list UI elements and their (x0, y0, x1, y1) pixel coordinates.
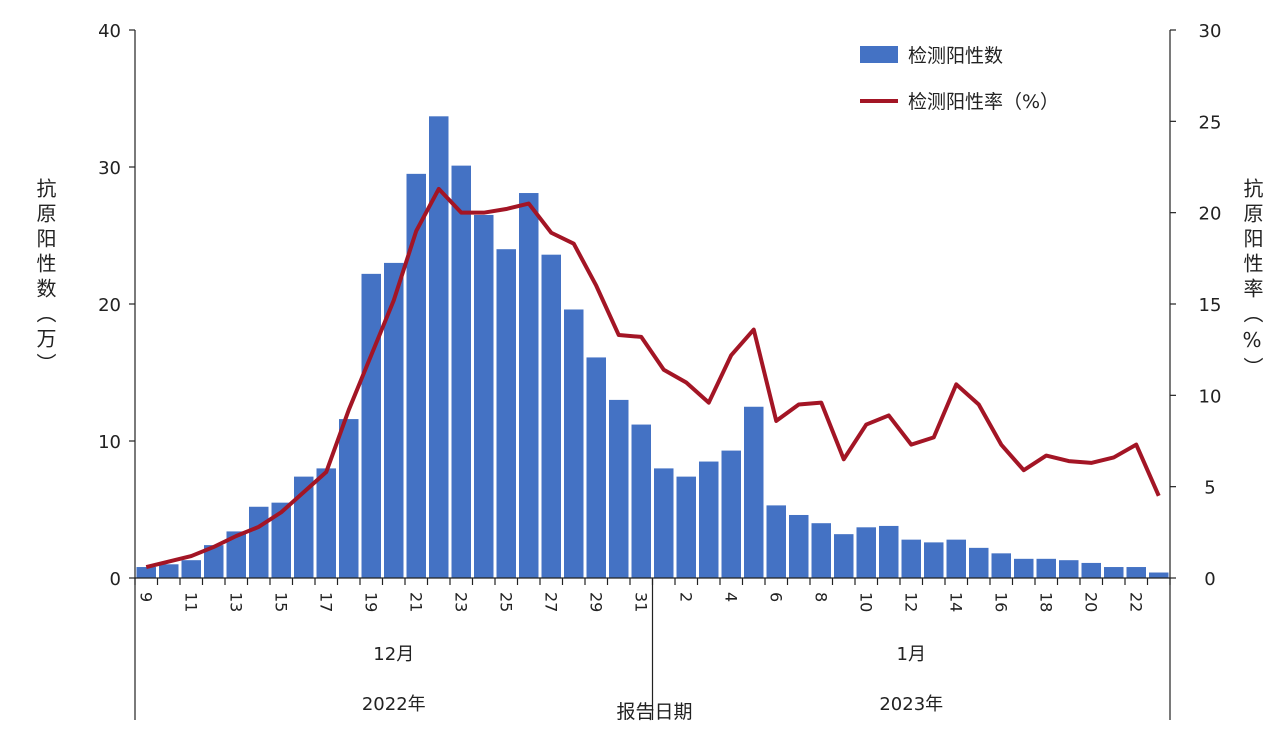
bar-12-20 (384, 262, 404, 578)
bar-01-19 (1059, 560, 1079, 578)
bar-01-10 (856, 527, 876, 578)
x-tick-label: 17 (316, 592, 335, 612)
bar-12-29 (586, 357, 606, 578)
bar-01-14 (946, 539, 966, 578)
labels: 9 11 13 15 17 19 21 23 25 27 29 31 2 4 6 8 10 12 14 16 18 20 2… (98, 21, 1221, 723)
y-right-tick-label: 20 (1199, 204, 1222, 225)
bar-01-01 (654, 468, 674, 578)
x-tick-label: 11 (181, 592, 200, 612)
bars (136, 116, 1169, 578)
bar-12-14 (249, 506, 269, 578)
x-tick-label: 13 (226, 592, 245, 612)
bar-01-07 (789, 514, 809, 578)
x-tick-label: 20 (1081, 592, 1100, 612)
x-tick-label: 9 (136, 592, 155, 602)
y-right-tick-label: 25 (1199, 112, 1222, 133)
bar-12-13 (226, 531, 246, 578)
bar-01-23 (1149, 572, 1169, 578)
bar-01-13 (924, 542, 944, 578)
y-right-tick-label: 15 (1199, 295, 1222, 316)
bar-01-09 (834, 534, 854, 578)
x-tick-label: 29 (586, 592, 605, 612)
y-left-tick-label: 10 (98, 432, 121, 453)
x-tick-label: 22 (1126, 592, 1145, 612)
bar-01-06 (766, 505, 786, 578)
bar-12-11 (181, 560, 201, 578)
x-tick-label: 6 (766, 592, 785, 602)
bar-01-20 (1081, 562, 1101, 578)
axes (129, 29, 1176, 720)
bar-01-21 (1104, 567, 1124, 578)
bar-12-15 (271, 502, 291, 578)
bar-01-11 (879, 525, 899, 578)
x-tick-label: 2 (676, 592, 695, 602)
bar-01-05 (744, 406, 764, 578)
bar-01-17 (1014, 558, 1034, 578)
legend-line-label: 检测阳性率（%） (908, 91, 1059, 113)
bar-01-04 (721, 450, 741, 578)
legend: 检测阳性数 检测阳性率（%） (860, 45, 1059, 113)
bar-12-18 (339, 419, 359, 578)
bar-12-24 (474, 214, 494, 578)
bar-12-31 (631, 424, 651, 578)
bar-12-19 (361, 273, 381, 578)
bar-12-30 (609, 399, 629, 578)
x-tick-label: 23 (451, 592, 470, 612)
rate-line (145, 186, 1161, 569)
x-tick-label: 12 (901, 592, 920, 612)
y-left-tick-label: 40 (98, 21, 121, 42)
x-tick-label: 10 (856, 592, 875, 612)
month-label: 1月 (897, 644, 926, 665)
bar-01-22 (1126, 567, 1146, 578)
bar-01-18 (1036, 558, 1056, 578)
bar-01-08 (811, 523, 831, 578)
legend-bar-label: 检测阳性数 (908, 45, 1003, 67)
line-series (145, 186, 1161, 569)
bar-01-02 (676, 476, 696, 578)
y-right-tick-label: 5 (1204, 478, 1215, 499)
y-right-axis-title: 抗原阳性率（%） (1240, 178, 1264, 382)
bar-01-03 (699, 461, 719, 578)
year-label: 2022年 (362, 694, 426, 715)
bar-12-26 (519, 193, 539, 578)
bar-12-27 (541, 254, 561, 578)
x-tick-label: 4 (721, 592, 740, 602)
y-left-axis-title: 抗原阳性数（万） (33, 178, 57, 378)
bar-12-09 (136, 567, 156, 578)
bar-12-23 (451, 165, 471, 578)
x-tick-label: 21 (406, 592, 425, 612)
year-label: 2023年 (879, 694, 943, 715)
legend-bar-swatch (860, 46, 898, 63)
y-left-tick-label: 0 (110, 569, 121, 590)
y-right-tick-label: 0 (1204, 569, 1215, 590)
x-tick-label: 19 (361, 592, 380, 612)
y-left-tick-label: 30 (98, 158, 121, 179)
x-axis-title: 报告日期 (616, 701, 692, 723)
y-right-tick-label: 10 (1199, 386, 1222, 407)
x-tick-label: 14 (946, 592, 965, 612)
bar-12-12 (204, 545, 224, 578)
bar-12-28 (564, 309, 584, 578)
x-tick-label: 27 (541, 592, 560, 612)
bar-12-10 (159, 564, 179, 578)
x-tick-label: 8 (811, 592, 830, 602)
x-tick-label: 25 (496, 592, 515, 612)
y-right-tick-label: 30 (1199, 21, 1222, 42)
bar-12-16 (294, 476, 314, 578)
bar-12-21 (406, 173, 426, 578)
x-tick-label: 16 (991, 592, 1010, 612)
x-tick-label: 18 (1036, 592, 1055, 612)
month-label: 12月 (373, 644, 414, 665)
bar-01-15 (969, 547, 989, 578)
x-tick-label: 15 (271, 592, 290, 612)
bar-12-25 (496, 249, 516, 578)
y-left-tick-label: 20 (98, 295, 121, 316)
x-tick-label: 31 (631, 592, 650, 612)
bar-12-22 (429, 116, 449, 578)
bar-01-16 (991, 553, 1011, 578)
bar-12-17 (316, 468, 336, 578)
bar-01-12 (901, 539, 921, 578)
